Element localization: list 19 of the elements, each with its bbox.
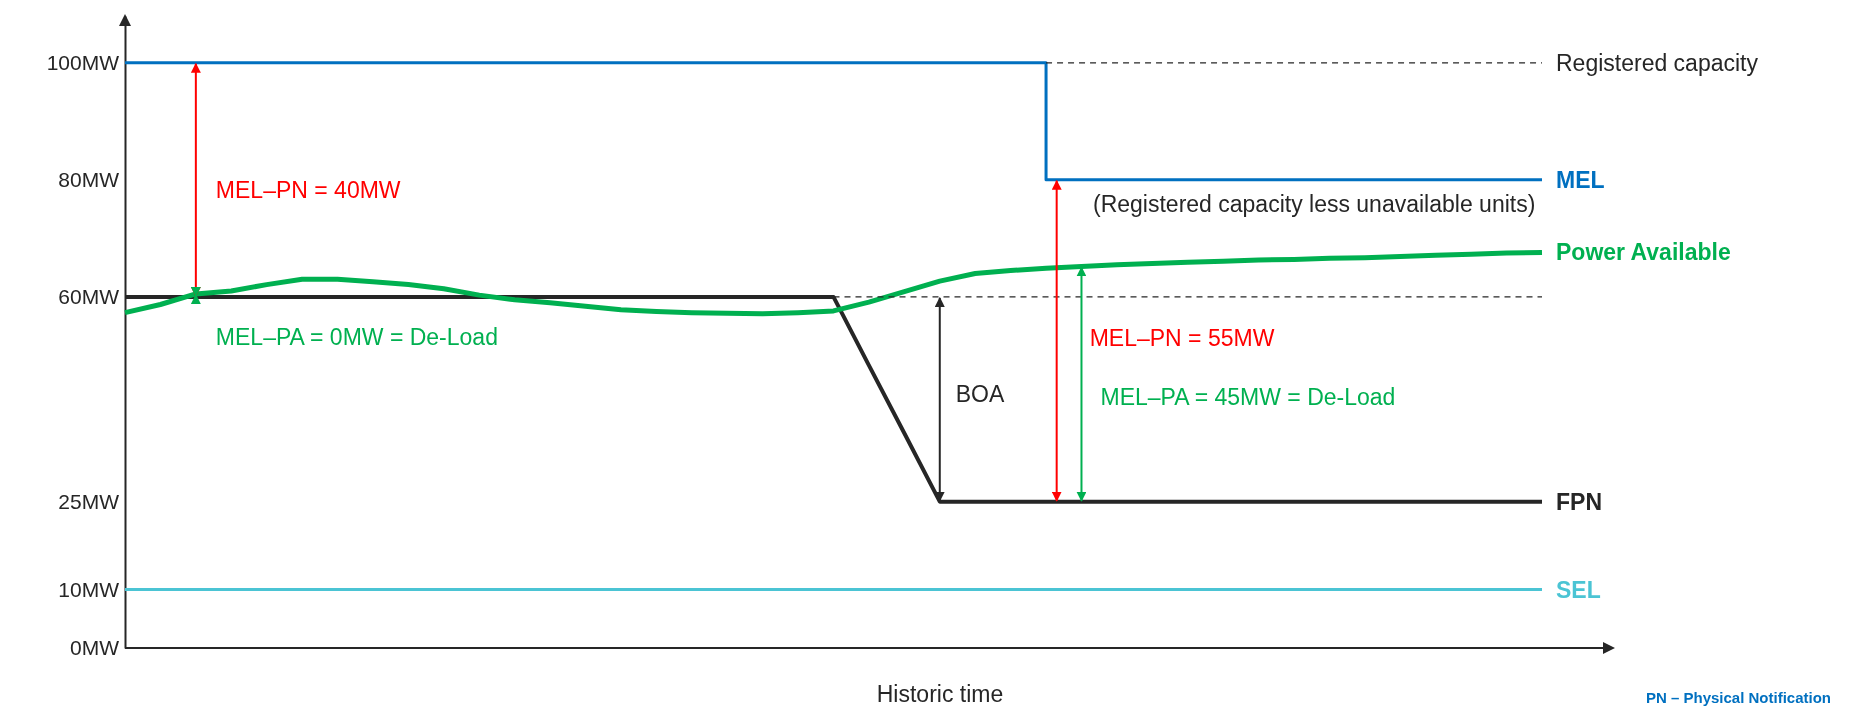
series-label: SEL xyxy=(1556,576,1601,603)
y-tick-label: 10MW xyxy=(58,577,120,601)
annotation: MEL–PN = 40MW xyxy=(215,177,401,204)
y-tick-label: 80MW xyxy=(58,168,120,192)
annotation: BOA xyxy=(955,381,1006,408)
series-label: MEL xyxy=(1556,166,1605,193)
x-axis-title: Historic time xyxy=(876,681,1004,707)
series-label: FPN xyxy=(1556,488,1602,515)
annotation: MEL–PA = 0MW = De-Load xyxy=(215,324,498,351)
y-tick-label: 25MW xyxy=(58,489,120,513)
series-label: Power Available xyxy=(1556,239,1731,266)
y-tick-label: 0MW xyxy=(70,636,120,660)
annotation: MEL–PA = 45MW = De-Load xyxy=(1100,384,1396,411)
annotation: (Registered capacity less unavailable units) xyxy=(1093,191,1536,218)
series-label: Registered capacity xyxy=(1556,49,1759,76)
text: PN – Physical Notification xyxy=(1645,689,1831,707)
y-tick-label: 100MW xyxy=(46,51,120,75)
y-tick-label: 60MW xyxy=(58,285,120,309)
annotation: MEL–PN = 55MW xyxy=(1089,325,1275,352)
